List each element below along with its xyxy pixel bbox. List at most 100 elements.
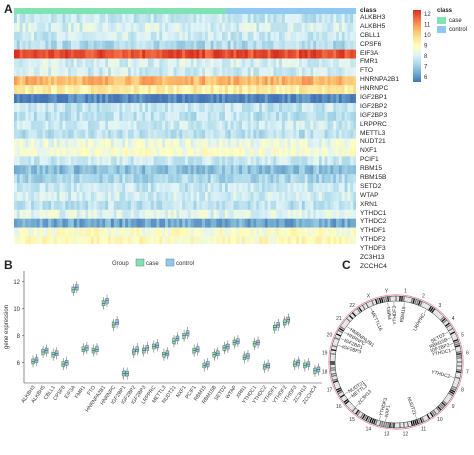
heatmap-gene-label: IGF2BP2 [360, 103, 420, 112]
heatmap-row [14, 156, 356, 165]
heatmap-gene-label: CPSF6 [360, 41, 420, 50]
box-control [156, 339, 159, 351]
box-case [41, 346, 45, 358]
box-control [216, 347, 220, 359]
chromosome-label: 13 [384, 431, 390, 437]
box-case [122, 367, 125, 379]
heatmap-gene-label: IGF2BP3 [360, 112, 420, 121]
box-case [223, 342, 227, 354]
box-case [61, 358, 65, 370]
colorbar-tick-label: 12 [424, 12, 431, 18]
heatmap-gene-label: YTHDF2 [360, 236, 420, 245]
colorbar-tick-label: 9 [424, 44, 428, 50]
heatmap-row [14, 165, 356, 174]
heatmap-gene-label: IGF2BP1 [360, 94, 420, 103]
circos-gene-label: METTL16 [369, 310, 383, 332]
gene-tick [415, 415, 416, 419]
box-case [82, 343, 85, 355]
chromosome-label: 19 [322, 351, 328, 357]
heatmap-gene-label: NUDT21 [360, 138, 420, 147]
box-case [293, 358, 297, 370]
chromosome-label: 21 [336, 316, 342, 322]
heatmap-gene-label: CBLL1 [360, 32, 420, 41]
box-case [192, 345, 196, 357]
class-legend-title: class [437, 8, 467, 14]
chromosome-label: 16 [336, 404, 342, 410]
heatmap-row [14, 76, 356, 85]
chromosome-label: 1 [404, 289, 407, 295]
chromosome-label: 4 [452, 316, 455, 322]
box-control [95, 343, 98, 355]
heatmap-row [14, 50, 356, 59]
gene-tick [388, 303, 389, 307]
heatmap-row [14, 130, 356, 139]
box-control [146, 342, 149, 354]
class-bar-control [226, 8, 356, 14]
heatmap-row [14, 32, 356, 41]
heatmap-gene-label: METTL3 [360, 130, 420, 139]
heatmap-row [14, 139, 356, 148]
heatmap-gene-label: YTHDF1 [360, 227, 420, 236]
heatmap-gene-label: HNRNPA2B1 [360, 76, 420, 85]
gene-tick [444, 332, 447, 334]
heatmap-gene-label: WTAP [360, 192, 420, 201]
box-case [203, 359, 206, 371]
chromosome-label: 17 [327, 388, 333, 394]
colorbar-tick-label: 8 [424, 54, 428, 60]
box-control [45, 345, 49, 357]
box-case [182, 330, 185, 342]
box-control [65, 357, 68, 369]
box-case [273, 322, 277, 334]
chromosome-label: 10 [437, 417, 443, 423]
box-case [233, 336, 236, 348]
box-case [263, 361, 267, 373]
heatmap-gene-label: YTHDF3 [360, 245, 420, 254]
heatmap-gene-label: ALKBH5 [360, 23, 420, 32]
box-case [253, 338, 256, 350]
heatmap-row [14, 210, 356, 219]
y-axis-label: gene expression [4, 305, 10, 349]
class-legend-item-control: control [437, 25, 467, 34]
box-control [105, 295, 109, 307]
heatmap-row [14, 94, 356, 103]
box-case [132, 346, 135, 358]
box-control [176, 332, 179, 344]
control-swatch [437, 26, 446, 33]
box-control [116, 316, 119, 328]
box-case [31, 355, 35, 367]
box-control [135, 343, 139, 355]
heatmap-row [14, 59, 356, 68]
chromosome-label: 6 [466, 351, 469, 357]
heatmap-gene-label: RBM15 [360, 165, 420, 174]
colorbar-gradient [413, 10, 421, 82]
gene-tick [449, 343, 453, 344]
boxplot-legend-title: Group [112, 261, 129, 267]
class-annotation-label: class [360, 7, 377, 14]
colorbar-tick-label: 6 [424, 75, 428, 81]
box-control [246, 350, 250, 362]
box-case [303, 359, 306, 371]
heatmap-row [14, 14, 356, 23]
box-control [297, 357, 300, 369]
box-case [112, 319, 115, 331]
gene-tick [450, 376, 454, 377]
heatmap-row [14, 237, 356, 245]
panel-a-letter: A [4, 2, 13, 16]
heatmap-row [14, 228, 356, 237]
heatmap-gene-label: FMR1 [360, 58, 420, 67]
heatmap-gene-label: EIF3A [360, 50, 420, 59]
heatmap-row [14, 174, 356, 183]
y-tick-label: 12 [13, 280, 20, 286]
chromosome-label: 8 [461, 388, 464, 394]
box-case [283, 316, 287, 328]
box-control [266, 359, 270, 371]
box-case [313, 365, 316, 377]
heatmap-row [14, 148, 356, 157]
box-case [243, 351, 247, 363]
heatmap-gene-label: PCIF1 [360, 156, 420, 165]
